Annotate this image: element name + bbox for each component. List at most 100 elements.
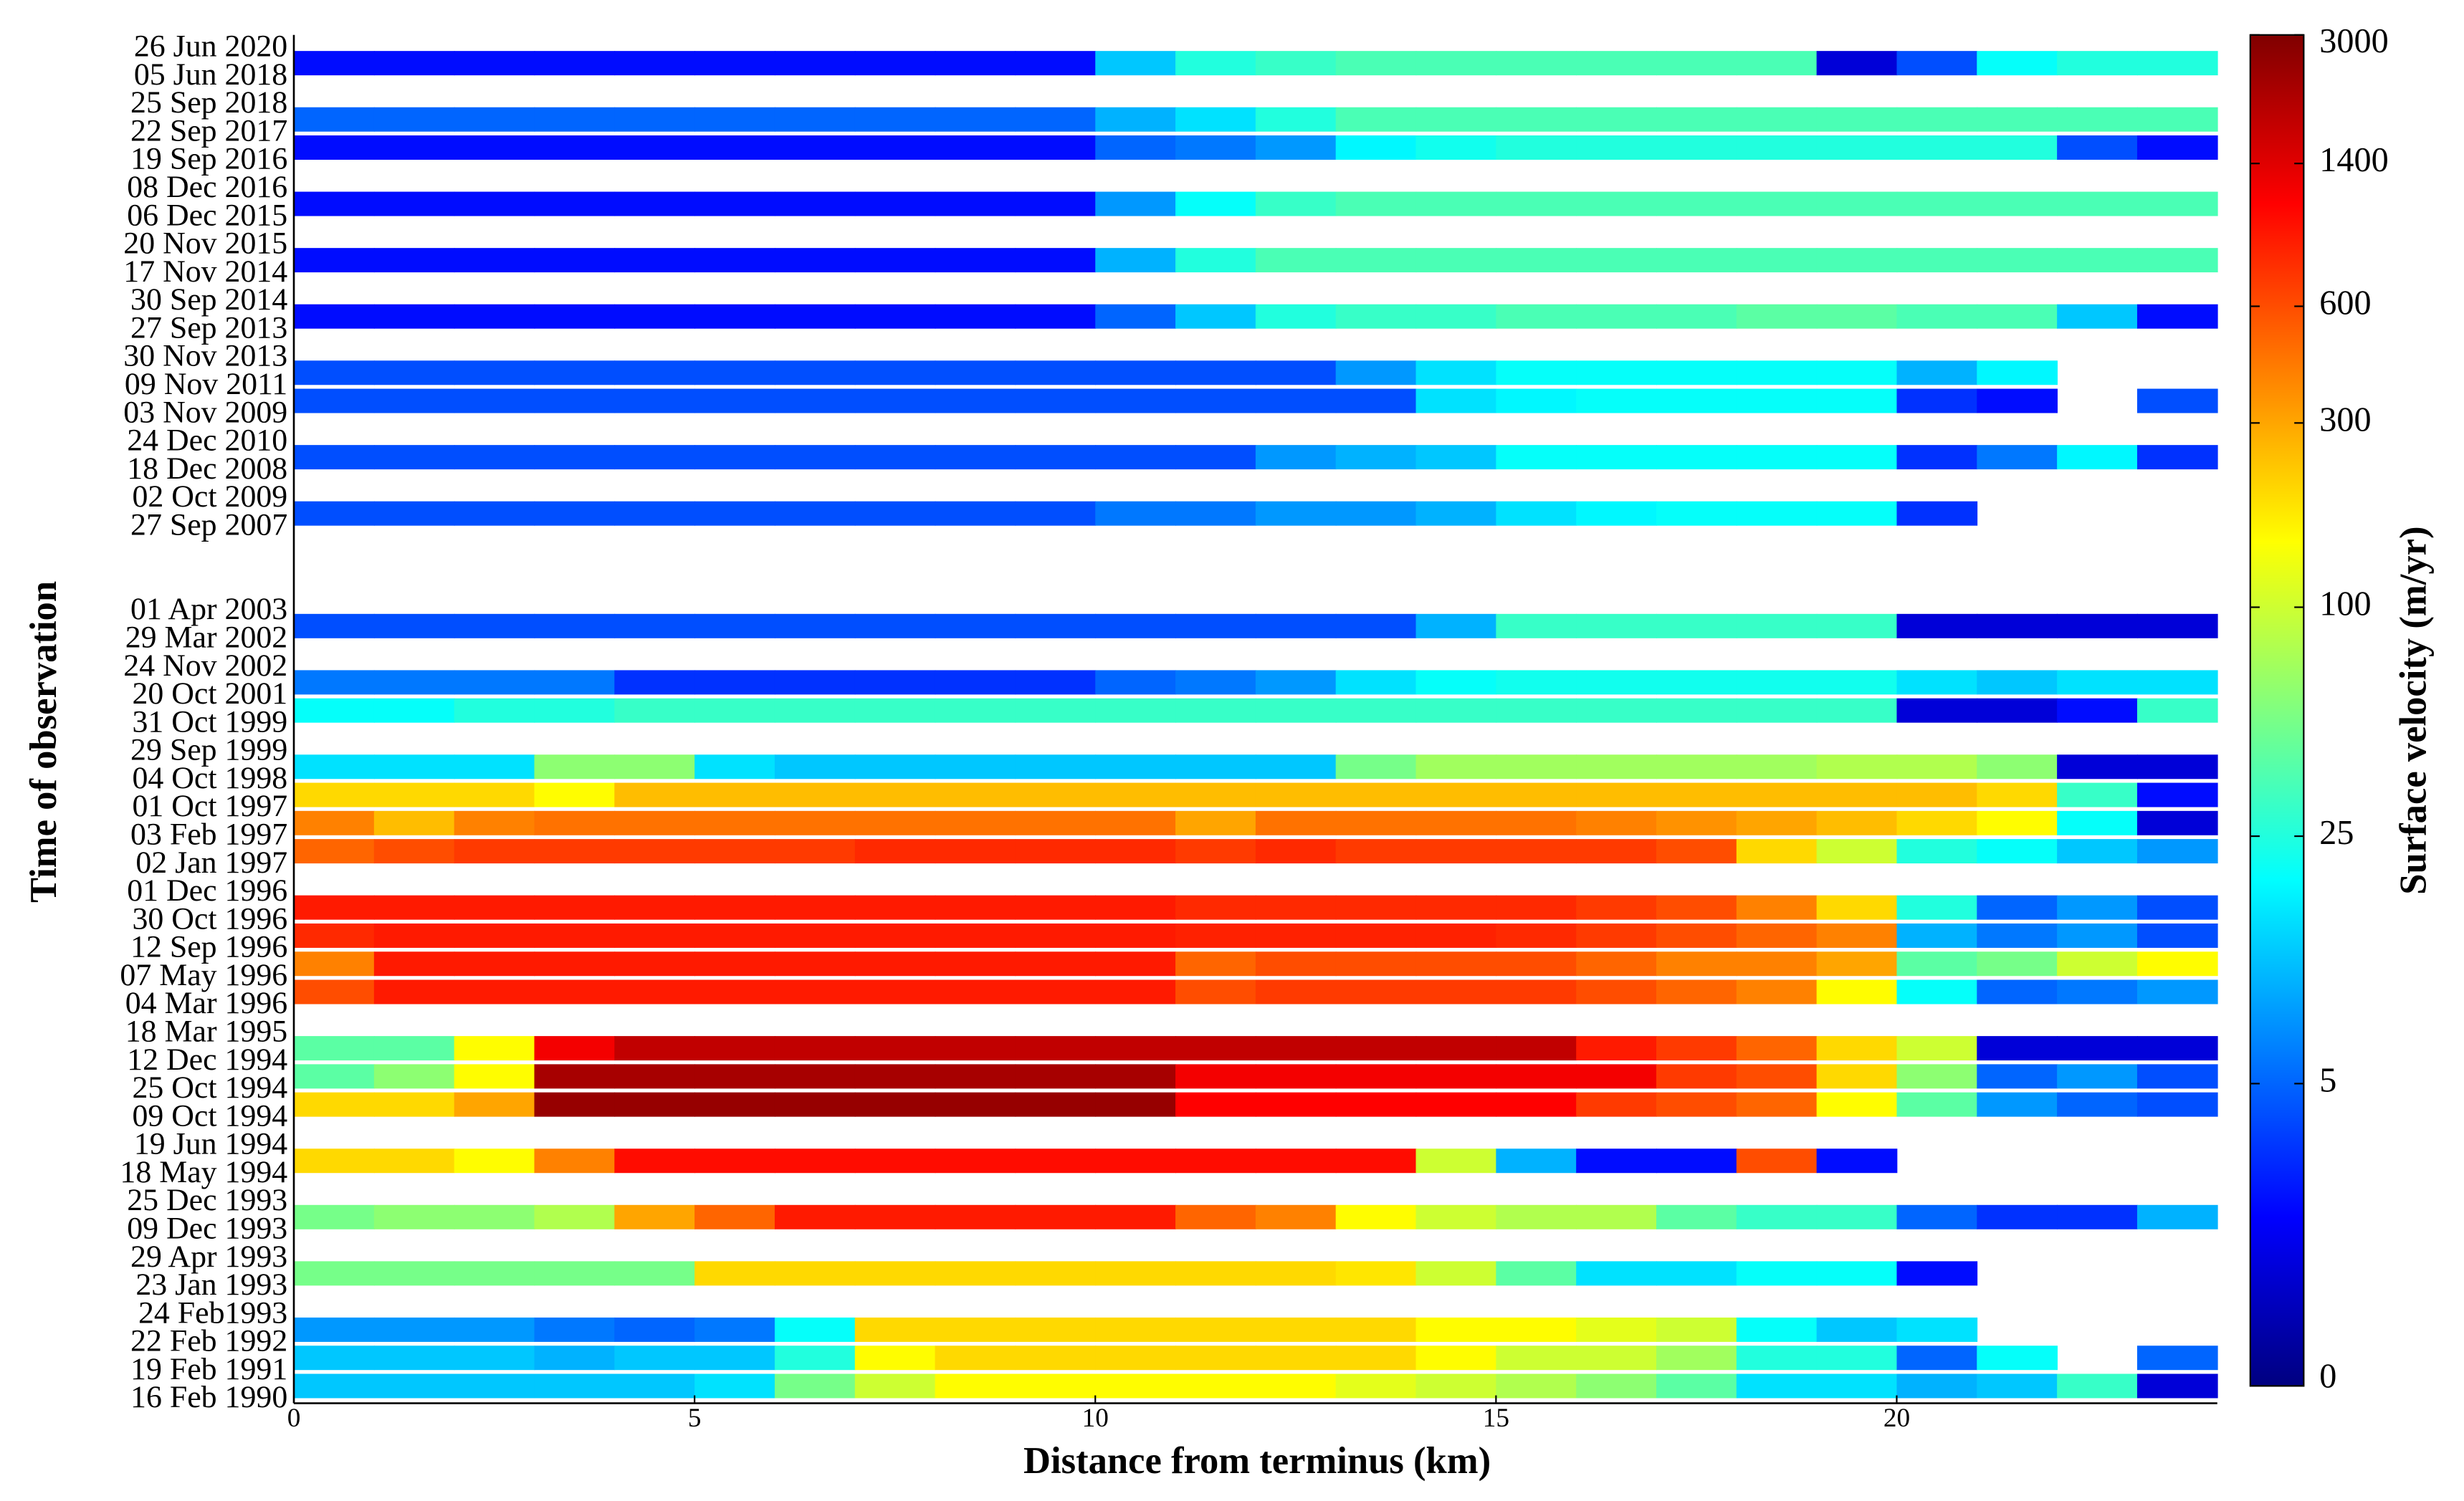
heat-cell [294, 951, 375, 977]
heat-cell [2136, 810, 2218, 835]
heat-cell [1496, 1261, 1577, 1286]
heat-cell [1255, 951, 1337, 977]
heat-cell [774, 670, 856, 695]
heat-cell [1175, 698, 1256, 723]
heat-cell [1015, 951, 1097, 977]
heat-cell [294, 360, 375, 385]
heat-cell [534, 670, 616, 695]
y-tick-label: 18 Dec 2008 [127, 451, 287, 486]
heat-cell [1816, 698, 1898, 723]
heat-cell [1816, 360, 1898, 385]
heat-cell [1977, 1036, 2058, 1061]
heat-cell [1656, 501, 1737, 526]
heat-cell [935, 388, 1016, 413]
heat-cell [1736, 51, 1818, 76]
heat-cell [2136, 445, 2218, 470]
heat-cell [935, 501, 1016, 526]
heat-cell [373, 1346, 455, 1371]
heat-cell [1656, 51, 1737, 76]
heat-cell [1335, 1346, 1417, 1371]
heat-cell [1415, 923, 1497, 948]
heat-cell [1496, 107, 1577, 132]
heat-cell [1736, 191, 1818, 216]
heat-cell [1576, 670, 1657, 695]
heat-cell [614, 1148, 696, 1174]
heat-cell [614, 1036, 696, 1061]
heat-cell [1496, 782, 1577, 807]
heat-cell [534, 191, 616, 216]
heat-cell [1015, 698, 1097, 723]
y-tick-label: 02 Jan 1997 [135, 845, 287, 880]
heat-cell [1175, 1346, 1256, 1371]
heat-cell [1095, 782, 1176, 807]
heat-cell [1095, 839, 1176, 864]
heat-cell [1335, 895, 1417, 920]
heat-cell [1896, 248, 1978, 273]
heat-cell [774, 360, 856, 385]
heat-cell [1736, 248, 1818, 273]
heat-cell [1816, 613, 1898, 638]
heat-cell [2136, 1346, 2218, 1371]
heat-cell [294, 1373, 375, 1399]
heat-cell [534, 951, 616, 977]
heat-cell [2057, 304, 2138, 329]
heat-cell [1496, 1092, 1577, 1117]
heat-cell [1656, 923, 1737, 948]
heat-cell [1896, 1092, 1978, 1117]
heat-cell [614, 613, 696, 638]
heat-cell [1576, 613, 1657, 638]
heat-cell [854, 107, 936, 132]
heat-cell [935, 810, 1016, 835]
heat-cell [1816, 754, 1898, 780]
heat-cell [294, 191, 375, 216]
heat-cell [1576, 951, 1657, 977]
heat-cell [614, 388, 696, 413]
heat-cell [373, 979, 455, 1004]
heat-cell [1896, 1346, 1978, 1371]
heat-cell [1095, 951, 1176, 977]
heat-cell [2136, 839, 2218, 864]
heat-cell [854, 698, 936, 723]
colorbar-tick-label: 3000 [2319, 22, 2388, 60]
heat-cell [1816, 501, 1898, 526]
heat-cell [1496, 1204, 1577, 1229]
heat-cell [935, 839, 1016, 864]
heat-cell [1175, 107, 1256, 132]
heat-cell [294, 979, 375, 1004]
heat-cell [1576, 810, 1657, 835]
heat-cell [1736, 979, 1818, 1004]
heat-cell [1095, 445, 1176, 470]
heat-cell [2136, 951, 2218, 977]
heat-cell [1816, 839, 1898, 864]
heat-cell [1816, 135, 1898, 160]
heat-cell [454, 895, 535, 920]
heat-cell [1576, 1036, 1657, 1061]
heat-cell [1335, 1064, 1417, 1089]
heat-cell [1896, 782, 1978, 807]
heat-cell [774, 51, 856, 76]
heat-cell [1255, 810, 1337, 835]
y-tick-label: 07 May 1996 [120, 958, 287, 992]
heat-cell [1656, 1036, 1737, 1061]
heat-cell [1175, 810, 1256, 835]
heat-cell [935, 1373, 1016, 1399]
heat-cell [1095, 51, 1176, 76]
heat-cell [1736, 810, 1818, 835]
heat-cell [935, 698, 1016, 723]
heat-cell [1816, 1064, 1898, 1089]
heat-cell [1576, 191, 1657, 216]
heat-cell [1175, 1064, 1256, 1089]
heat-cell [935, 895, 1016, 920]
heat-cell [1095, 1036, 1176, 1061]
heat-cell [854, 1204, 936, 1229]
heat-cell [694, 979, 775, 1004]
heat-cell [1015, 248, 1097, 273]
heat-cell [1656, 191, 1737, 216]
y-tick-label: 22 Feb 1992 [130, 1324, 287, 1358]
heat-cell [1095, 304, 1176, 329]
heat-cell [2136, 782, 2218, 807]
heat-cell [534, 754, 616, 780]
heat-cell [1255, 388, 1337, 413]
heat-cell [1255, 1204, 1337, 1229]
y-tick-label: 19 Feb 1991 [130, 1352, 287, 1386]
